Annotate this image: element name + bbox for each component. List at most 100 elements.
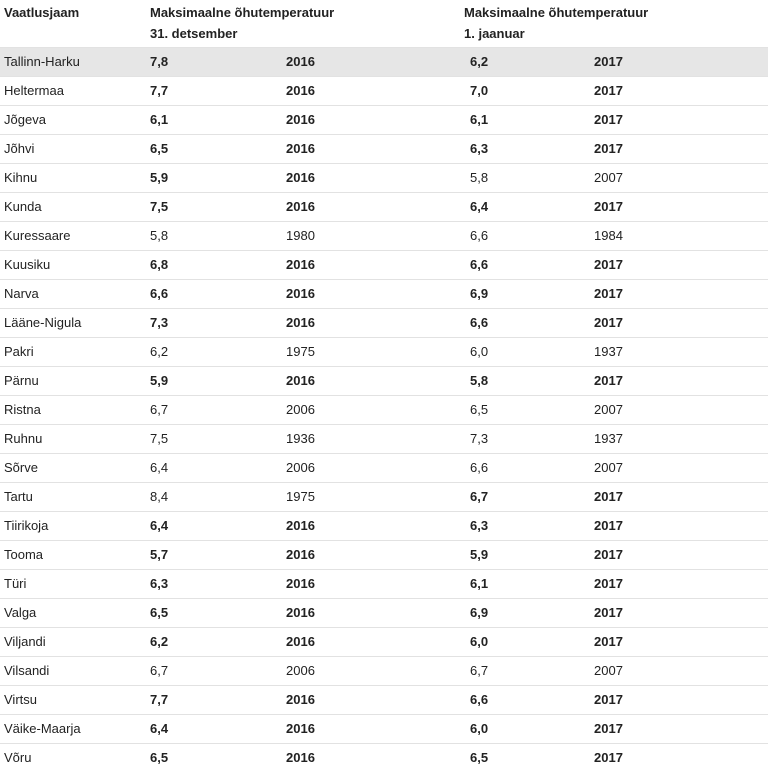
station-name: Heltermaa	[0, 77, 150, 106]
year-jan1: 2007	[594, 396, 768, 425]
max-temp-dec31: 6,2	[150, 628, 280, 657]
year-jan1: 2017	[594, 483, 768, 512]
year-jan1: 1937	[594, 425, 768, 454]
year-dec31: 2016	[280, 135, 464, 164]
year-dec31: 2016	[280, 106, 464, 135]
year-dec31: 2016	[280, 77, 464, 106]
year-dec31: 2016	[280, 686, 464, 715]
max-temp-jan1: 7,0	[464, 77, 594, 106]
max-temp-jan1: 6,1	[464, 570, 594, 599]
max-temp-jan1: 6,5	[464, 396, 594, 425]
year-dec31: 1975	[280, 483, 464, 512]
station-name: Kihnu	[0, 164, 150, 193]
max-temp-jan1: 5,8	[464, 367, 594, 396]
year-jan1: 2017	[594, 512, 768, 541]
year-jan1: 2017	[594, 628, 768, 657]
max-temp-dec31: 7,3	[150, 309, 280, 338]
header-jan1-title: Maksimaalne õhutemperatuur	[464, 2, 768, 23]
max-temp-dec31: 6,1	[150, 106, 280, 135]
year-jan1: 2017	[594, 686, 768, 715]
station-name: Tooma	[0, 541, 150, 570]
max-temp-dec31: 7,8	[150, 48, 280, 77]
max-temp-dec31: 7,5	[150, 193, 280, 222]
max-temp-jan1: 6,7	[464, 657, 594, 686]
year-dec31: 2016	[280, 280, 464, 309]
max-temp-dec31: 7,7	[150, 686, 280, 715]
year-jan1: 2017	[594, 251, 768, 280]
year-dec31: 2016	[280, 164, 464, 193]
year-jan1: 2017	[594, 106, 768, 135]
max-temp-jan1: 6,3	[464, 135, 594, 164]
max-temp-dec31: 5,8	[150, 222, 280, 251]
year-dec31: 2016	[280, 628, 464, 657]
year-jan1: 2017	[594, 367, 768, 396]
year-jan1: 2017	[594, 309, 768, 338]
station-name: Virtsu	[0, 686, 150, 715]
year-dec31: 2016	[280, 570, 464, 599]
year-dec31: 2016	[280, 251, 464, 280]
header-dec31-title: Maksimaalne õhutemperatuur	[150, 2, 464, 23]
station-name: Vilsandi	[0, 657, 150, 686]
max-temp-dec31: 6,4	[150, 715, 280, 744]
max-temp-dec31: 8,4	[150, 483, 280, 512]
year-dec31: 1975	[280, 338, 464, 367]
station-name: Valga	[0, 599, 150, 628]
station-name: Kuressaare	[0, 222, 150, 251]
max-temp-jan1: 6,4	[464, 193, 594, 222]
year-dec31: 2006	[280, 454, 464, 483]
max-temp-jan1: 5,9	[464, 541, 594, 570]
max-temp-dec31: 5,7	[150, 541, 280, 570]
max-temp-jan1: 6,0	[464, 338, 594, 367]
year-dec31: 2016	[280, 48, 464, 77]
max-temp-dec31: 6,7	[150, 657, 280, 686]
year-dec31: 2016	[280, 512, 464, 541]
year-jan1: 2017	[594, 48, 768, 77]
max-temp-dec31: 6,5	[150, 599, 280, 628]
station-name: Tiirikoja	[0, 512, 150, 541]
max-temp-dec31: 6,2	[150, 338, 280, 367]
station-name: Jõgeva	[0, 106, 150, 135]
station-name: Viljandi	[0, 628, 150, 657]
station-name: Pärnu	[0, 367, 150, 396]
max-temp-dec31: 6,5	[150, 744, 280, 772]
year-dec31: 2016	[280, 599, 464, 628]
max-temp-dec31: 6,6	[150, 280, 280, 309]
header-dec31: Maksimaalne õhutemperatuur 31. detsember	[150, 0, 464, 48]
station-name: Tartu	[0, 483, 150, 512]
max-temp-jan1: 6,3	[464, 512, 594, 541]
max-temp-dec31: 6,8	[150, 251, 280, 280]
max-temp-jan1: 6,7	[464, 483, 594, 512]
year-jan1: 2017	[594, 570, 768, 599]
station-name: Tallinn-Harku	[0, 48, 150, 77]
year-jan1: 1937	[594, 338, 768, 367]
year-dec31: 1980	[280, 222, 464, 251]
max-temp-jan1: 6,9	[464, 599, 594, 628]
header-station: Vaatlusjaam	[0, 0, 150, 48]
year-jan1: 2017	[594, 599, 768, 628]
station-name: Väike-Maarja	[0, 715, 150, 744]
year-jan1: 2017	[594, 744, 768, 772]
year-dec31: 2006	[280, 657, 464, 686]
year-jan1: 2017	[594, 715, 768, 744]
station-name: Lääne-Nigula	[0, 309, 150, 338]
max-temp-jan1: 6,6	[464, 222, 594, 251]
year-jan1: 2017	[594, 280, 768, 309]
max-temp-dec31: 5,9	[150, 164, 280, 193]
station-name: Ruhnu	[0, 425, 150, 454]
max-temp-jan1: 7,3	[464, 425, 594, 454]
